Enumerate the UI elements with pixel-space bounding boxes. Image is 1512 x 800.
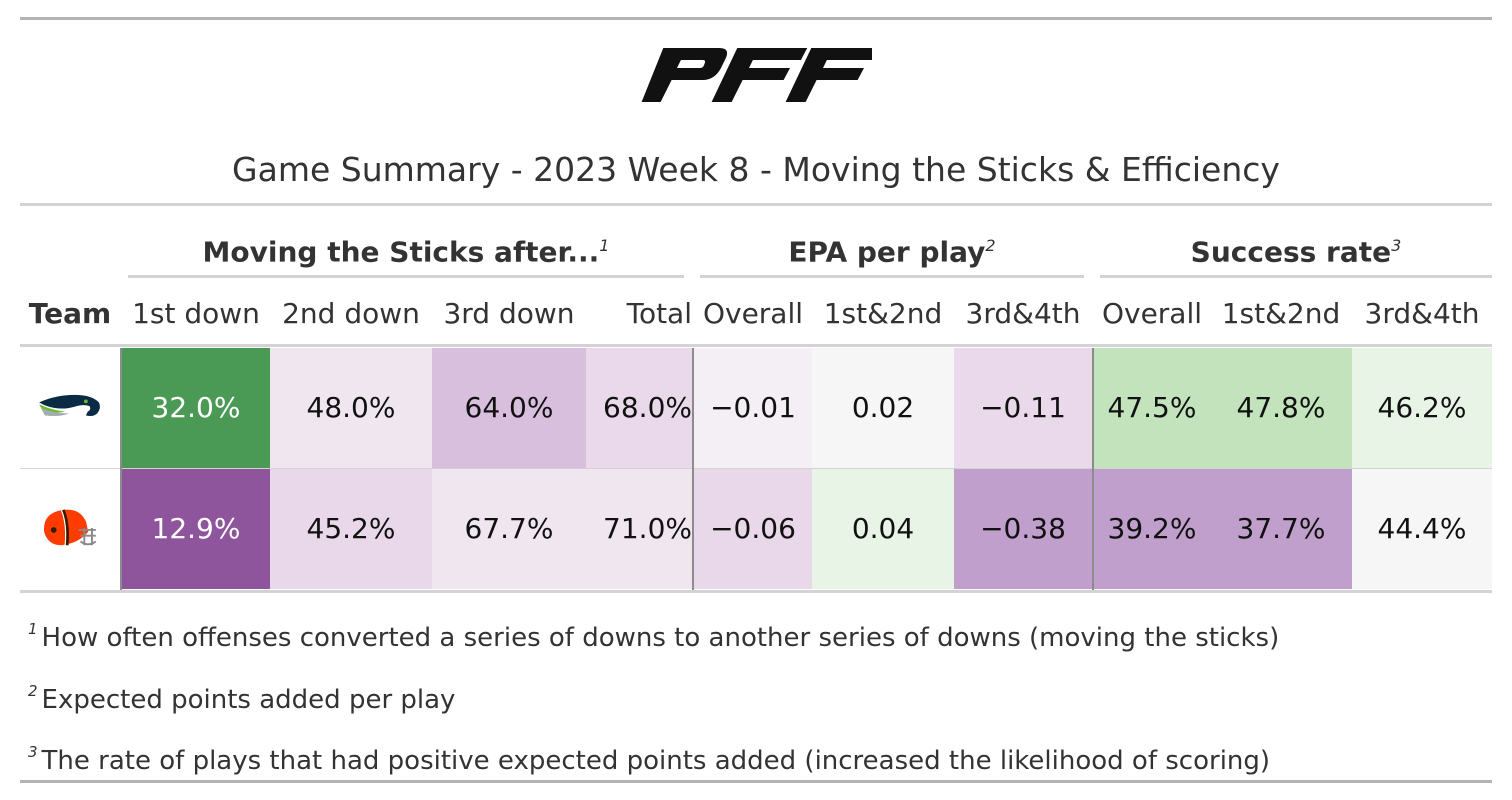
row1-1st-down: 32.0% bbox=[122, 348, 270, 468]
footnote-1: 1 How often offenses converted a series o… bbox=[28, 612, 1279, 653]
column-header-epa-1st2nd: 1st&2nd bbox=[823, 297, 943, 330]
footnote-mark: 1 bbox=[599, 236, 610, 255]
row1-3rd-down: 64.0% bbox=[432, 348, 586, 468]
spanner-label: Success rate bbox=[1190, 235, 1392, 269]
divider-sticks-epa bbox=[692, 348, 694, 590]
spanner-underline bbox=[700, 275, 1084, 278]
row2-epa-1st2nd: 0.04 bbox=[812, 469, 954, 589]
row2-success-overall: 39.2% bbox=[1094, 469, 1210, 589]
column-header-epa-3rd4th: 3rd&4th bbox=[965, 297, 1081, 330]
column-header-success-1st2nd: 1st&2nd bbox=[1221, 297, 1341, 330]
browns-helmet-icon bbox=[43, 509, 97, 546]
row1-total: 68.0% bbox=[586, 348, 692, 468]
row2-success-1st2nd: 37.7% bbox=[1210, 469, 1352, 589]
footnote-mark: 3 bbox=[1391, 236, 1402, 255]
row1-epa-3rd4th: −0.11 bbox=[954, 348, 1092, 468]
column-header-team: Team bbox=[28, 297, 112, 330]
row1-epa-overall: −0.01 bbox=[694, 348, 812, 468]
row2-3rd-down: 67.7% bbox=[432, 469, 586, 589]
footnote-2: 2 Expected points added per play bbox=[28, 674, 455, 715]
pff-logo-icon bbox=[641, 48, 872, 102]
column-header-1st-down: 1st down bbox=[132, 297, 260, 330]
bottom-rule bbox=[20, 780, 1492, 783]
row2-epa-overall: −0.06 bbox=[694, 469, 812, 589]
row-separator bbox=[20, 468, 1492, 469]
table-title: Game Summary - 2023 Week 8 - Moving the … bbox=[232, 150, 1280, 189]
spanner-label: Moving the Sticks after... bbox=[202, 235, 600, 269]
spanner-underline bbox=[1100, 275, 1492, 278]
spanner-label: EPA per play bbox=[788, 235, 986, 269]
footnote-mark: 2 bbox=[28, 682, 38, 700]
row1-success-3rd4th: 46.2% bbox=[1352, 348, 1492, 468]
row2-success-3rd4th: 44.4% bbox=[1352, 469, 1492, 589]
divider-epa-success bbox=[1092, 348, 1094, 590]
seahawks-logo-icon bbox=[39, 394, 100, 417]
column-header-3rd-down: 3rd down bbox=[443, 297, 575, 330]
team-cell-browns bbox=[20, 469, 120, 589]
top-rule bbox=[20, 17, 1492, 20]
divider-team bbox=[120, 348, 122, 590]
footnote-3: 3 The rate of plays that had positive exp… bbox=[28, 735, 1270, 776]
title-rule bbox=[20, 203, 1492, 206]
row1-epa-1st2nd: 0.02 bbox=[812, 348, 954, 468]
row2-2nd-down: 45.2% bbox=[270, 469, 432, 589]
row1-success-1st2nd: 47.8% bbox=[1210, 348, 1352, 468]
footnote-mark: 1 bbox=[28, 620, 38, 638]
spanner-epa-per-play: EPA per play2 bbox=[700, 226, 1084, 269]
row1-success-overall: 47.5% bbox=[1094, 348, 1210, 468]
footnote-text: The rate of plays that had positive expe… bbox=[41, 746, 1271, 776]
team-cell-seahawks bbox=[20, 348, 120, 468]
spanner-underline bbox=[128, 275, 684, 278]
row2-epa-3rd4th: −0.38 bbox=[954, 469, 1092, 589]
row2-total: 71.0% bbox=[586, 469, 692, 589]
column-header-total: Total bbox=[626, 297, 692, 330]
footnote-text: Expected points added per play bbox=[41, 685, 456, 715]
row1-2nd-down: 48.0% bbox=[270, 348, 432, 468]
footnote-mark: 3 bbox=[28, 743, 38, 761]
column-header-success-3rd4th: 3rd&4th bbox=[1364, 297, 1480, 330]
header-rule bbox=[20, 344, 1492, 347]
column-header-2nd-down: 2nd down bbox=[282, 297, 420, 330]
row2-1st-down: 12.9% bbox=[122, 469, 270, 589]
footnote-text: How often offenses converted a series of… bbox=[41, 623, 1280, 653]
column-header-success-overall: Overall bbox=[1101, 297, 1203, 330]
spanner-success-rate: Success rate3 bbox=[1100, 226, 1492, 269]
spanner-moving-the-sticks: Moving the Sticks after...1 bbox=[128, 226, 684, 269]
footnote-mark: 2 bbox=[985, 236, 996, 255]
column-header-epa-overall: Overall bbox=[702, 297, 804, 330]
body-bottom-rule bbox=[20, 590, 1492, 593]
